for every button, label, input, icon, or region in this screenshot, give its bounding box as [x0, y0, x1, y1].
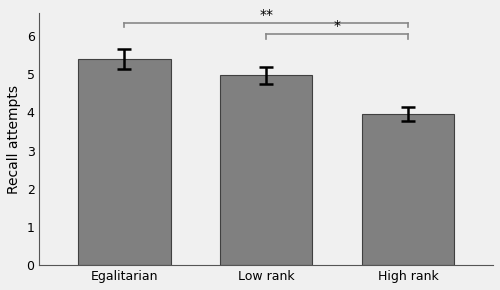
Y-axis label: Recall attempts: Recall attempts: [7, 85, 21, 194]
Text: *: *: [334, 19, 340, 33]
Bar: [78, 59, 170, 265]
Bar: [220, 75, 312, 265]
Text: **: **: [259, 8, 273, 22]
Bar: [362, 114, 454, 265]
